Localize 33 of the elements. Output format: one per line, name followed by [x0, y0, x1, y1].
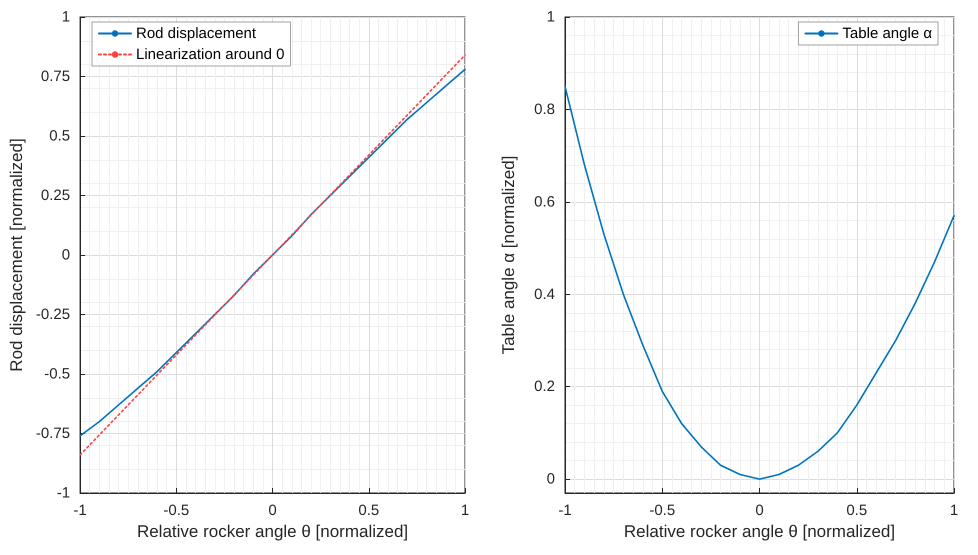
- x-tick-label: 1: [460, 502, 470, 519]
- y-tick-label: 0.6: [534, 193, 555, 210]
- y-tick-label: 0.5: [49, 128, 70, 144]
- y-axis-title: Rod displacement [normalized]: [7, 138, 26, 372]
- x-tick-label: -1: [558, 502, 572, 519]
- x-tick-label: 0.5: [358, 502, 380, 519]
- x-tick-label: 0: [755, 502, 764, 519]
- y-axis-title: Table angle α [normalized]: [499, 156, 518, 354]
- y-tick-label: 1: [546, 8, 555, 26]
- y-tick-label: 0.8: [534, 100, 555, 118]
- x-tick-label: -0.5: [649, 502, 676, 519]
- y-tick-label: 1: [62, 8, 70, 26]
- y-tick-label: -0.75: [36, 425, 70, 442]
- legend-label: Rod displacement: [136, 25, 257, 42]
- y-tick-label: 0.25: [40, 187, 70, 204]
- line-series: [564, 86, 955, 480]
- x-axis-title: Relative rocker angle θ [normalized]: [624, 522, 896, 541]
- legend-label: Linearization around 0: [136, 46, 284, 63]
- legend-label: Table angle α: [842, 25, 932, 42]
- x-tick-label: -1: [73, 502, 87, 519]
- y-tick-label: -0.5: [44, 366, 70, 382]
- x-axis-title: Relative rocker angle θ [normalized]: [136, 522, 408, 541]
- y-tick-label: -0.25: [36, 306, 70, 323]
- x-tick-label: 0.5: [846, 502, 868, 519]
- x-tick-label: -0.5: [163, 502, 190, 519]
- y-tick-label: 0.2: [534, 378, 555, 396]
- y-tick-label: -1: [56, 484, 70, 502]
- y-tick-label: 0.4: [534, 286, 555, 303]
- y-tick-label: 0: [62, 246, 70, 264]
- y-tick-label: 0: [546, 470, 555, 488]
- x-tick-label: 0: [268, 502, 277, 519]
- y-tick-label: 0.75: [40, 68, 70, 85]
- x-tick-label: 1: [950, 502, 958, 519]
